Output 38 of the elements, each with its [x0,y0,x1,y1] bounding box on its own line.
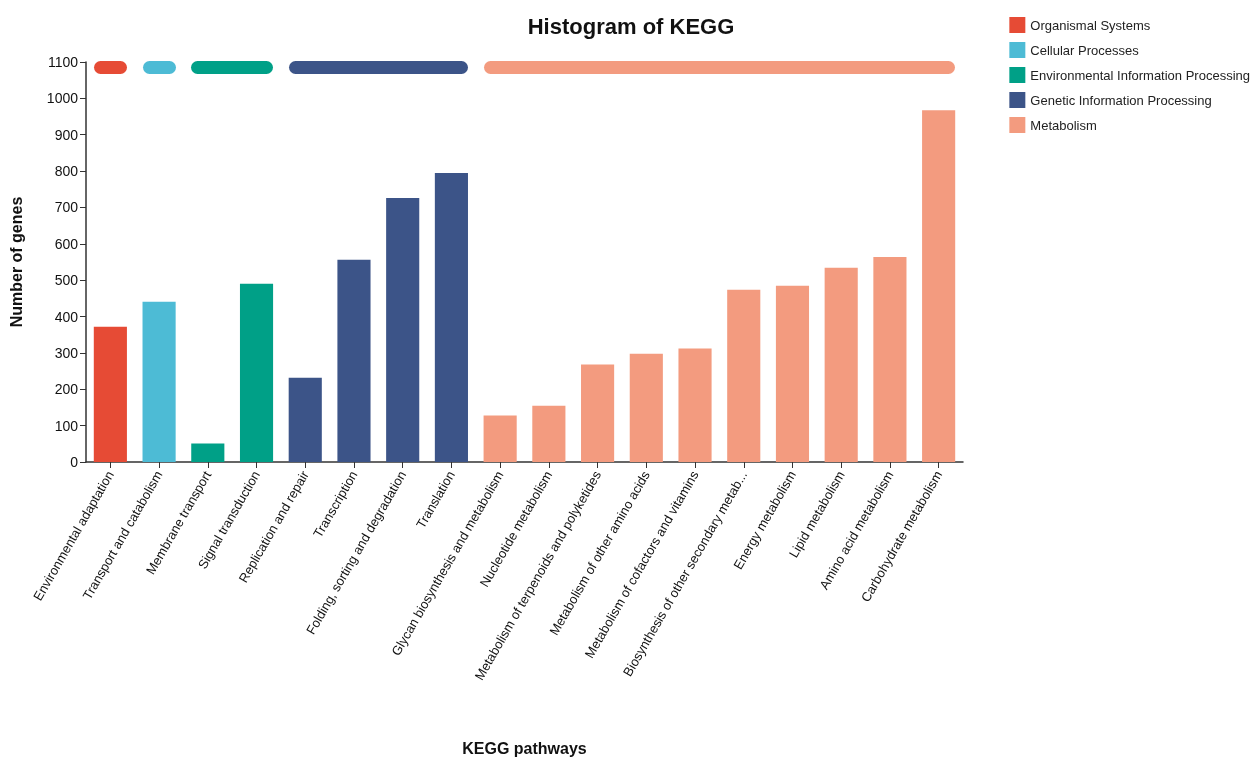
bar [678,348,712,462]
chart-title: Histogram of KEGG [527,13,735,39]
bar [922,110,956,462]
legend-label: Genetic Information Processing [1030,92,1212,108]
bar [727,289,761,462]
bar [532,405,566,462]
legend-label: Environmental Information Processing [1030,67,1251,83]
y-tick-label: 1100 [47,54,79,70]
legend-label: Metabolism [1030,117,1097,133]
x-axis-title: KEGG pathways [462,739,587,757]
y-tick-label: 100 [54,417,79,434]
bar [581,364,615,462]
legend-label: Cellular Processes [1030,42,1140,58]
bar [142,301,176,462]
bar [824,267,858,462]
bar [873,256,907,462]
bar [629,353,663,462]
y-tick-label: 0 [70,454,79,470]
bar [288,377,322,462]
bar [337,259,371,462]
y-tick-label: 500 [54,272,79,289]
bar [239,283,274,462]
bar [386,198,420,462]
y-tick-label: 400 [54,308,79,325]
y-tick-label: 700 [54,199,79,216]
bar [775,285,810,462]
y-tick-label: 200 [54,381,79,398]
y-tick-label: 600 [54,235,79,252]
bar [483,415,517,462]
legend-label: Organismal Systems [1030,17,1151,33]
y-tick-label: 1000 [46,90,79,107]
y-axis-title: Number of genes [7,196,25,328]
y-tick-label: 300 [54,344,79,361]
bar [434,172,468,462]
y-tick-label: 900 [54,126,79,143]
bar [191,443,225,462]
bar [93,326,127,462]
y-tick-label: 800 [54,163,79,180]
